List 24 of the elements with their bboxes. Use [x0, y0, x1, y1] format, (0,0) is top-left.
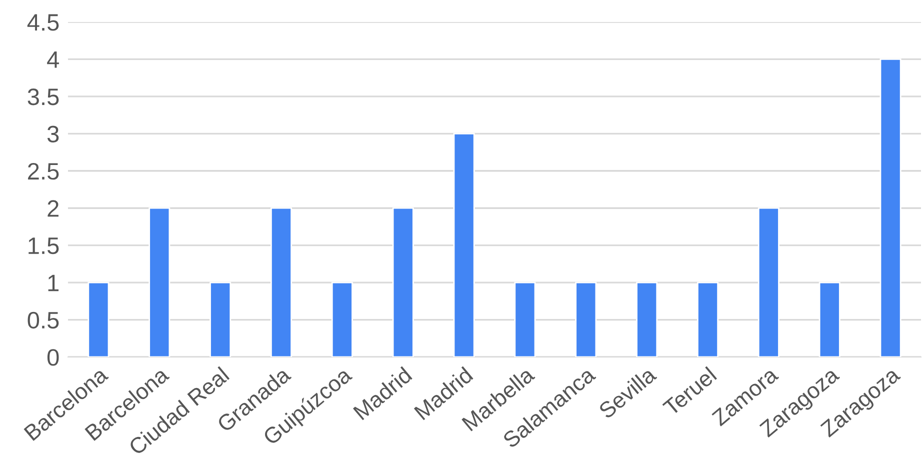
bar	[331, 282, 353, 357]
y-tick-label: 1.5	[28, 238, 59, 254]
bar	[210, 282, 232, 357]
y-tick-label: 3	[47, 126, 59, 142]
y-tick-label: 0	[47, 349, 59, 366]
bar	[636, 282, 658, 357]
bar	[575, 282, 597, 357]
bar	[514, 282, 536, 357]
bar	[453, 132, 475, 357]
bar	[270, 207, 292, 357]
y-tick-label: 3.5	[28, 88, 59, 106]
y-tick-label: 4	[47, 52, 59, 68]
y-tick-label: 2	[48, 200, 58, 217]
bar	[392, 207, 414, 357]
bar	[88, 282, 110, 357]
y-tick-label: 4.5	[27, 14, 59, 31]
bar	[758, 207, 780, 357]
bar	[697, 282, 718, 357]
bar	[818, 282, 840, 357]
y-tick-label: 0.5	[28, 312, 59, 329]
bar	[880, 58, 902, 357]
y-tick-label: 2.5	[28, 162, 59, 180]
bar	[148, 207, 170, 357]
y-tick-label: 1	[48, 274, 59, 292]
